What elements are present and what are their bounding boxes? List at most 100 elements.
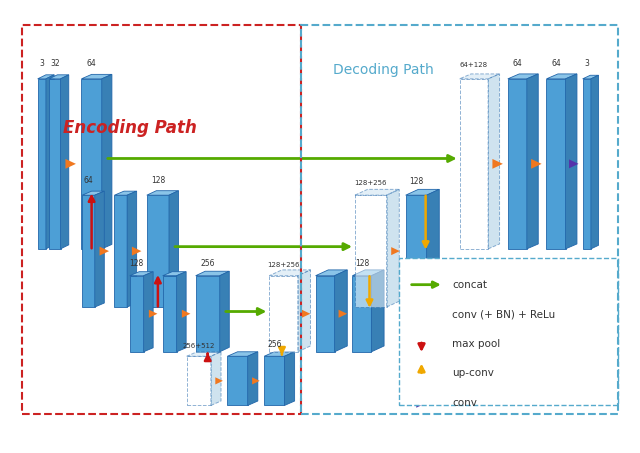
Polygon shape [163,272,186,276]
Polygon shape [591,75,598,249]
Polygon shape [95,191,104,307]
Text: conv (+ BN) + ReLu: conv (+ BN) + ReLu [452,309,556,319]
Polygon shape [149,310,157,318]
Polygon shape [298,270,310,352]
Polygon shape [416,309,428,319]
Polygon shape [163,276,177,352]
Polygon shape [182,310,191,318]
Text: 256: 256 [200,259,215,268]
Text: Encoding Path: Encoding Path [63,119,196,137]
Text: conv: conv [452,398,477,408]
Polygon shape [566,74,577,249]
Polygon shape [582,75,598,79]
Text: 128: 128 [409,177,423,186]
Text: Decoding Path: Decoding Path [333,63,434,77]
Polygon shape [82,195,95,307]
Polygon shape [316,270,348,276]
Polygon shape [81,74,112,79]
Polygon shape [177,272,186,352]
Polygon shape [215,377,223,385]
Polygon shape [547,74,577,79]
Polygon shape [353,276,371,352]
Polygon shape [335,270,348,352]
Polygon shape [569,159,579,169]
Polygon shape [460,79,488,249]
Text: 64: 64 [551,58,561,67]
Text: up-conv: up-conv [452,368,494,378]
Polygon shape [269,276,298,352]
Polygon shape [252,377,260,385]
FancyBboxPatch shape [399,258,618,405]
Polygon shape [196,276,220,352]
Polygon shape [46,75,54,249]
Polygon shape [130,272,153,276]
Polygon shape [355,189,399,195]
Polygon shape [406,195,427,307]
Polygon shape [355,195,387,307]
Polygon shape [100,246,109,255]
Polygon shape [284,352,294,405]
Polygon shape [508,79,527,249]
Polygon shape [196,271,229,276]
Polygon shape [102,74,112,249]
Text: 3: 3 [39,58,44,67]
Polygon shape [227,352,258,356]
Polygon shape [248,352,258,405]
Polygon shape [316,276,335,352]
Polygon shape [227,356,248,405]
Polygon shape [488,74,500,249]
Polygon shape [416,398,427,408]
Polygon shape [115,195,127,307]
Text: 64: 64 [513,58,522,67]
Polygon shape [169,191,179,307]
Polygon shape [527,74,538,249]
Polygon shape [371,270,384,352]
Polygon shape [220,271,229,352]
Polygon shape [65,159,76,169]
Polygon shape [127,191,137,307]
Polygon shape [264,352,294,356]
Polygon shape [391,247,400,255]
Polygon shape [49,75,68,79]
Polygon shape [460,74,500,79]
Text: concat: concat [452,280,487,289]
Text: 64: 64 [84,176,93,185]
Text: 32: 32 [50,58,60,67]
Polygon shape [61,75,68,249]
Text: 256+512: 256+512 [182,343,215,349]
Polygon shape [264,356,284,405]
Polygon shape [115,191,137,195]
Polygon shape [187,356,211,405]
Polygon shape [531,159,541,169]
Polygon shape [147,191,179,195]
Text: 64+128: 64+128 [460,62,488,67]
Polygon shape [387,189,399,307]
Polygon shape [406,189,439,195]
Text: 64: 64 [87,58,97,67]
Polygon shape [82,191,104,195]
Polygon shape [81,79,102,249]
Polygon shape [211,352,221,405]
Polygon shape [339,310,347,318]
Text: 128+256: 128+256 [268,262,300,268]
Polygon shape [508,74,538,79]
Polygon shape [492,159,503,169]
Polygon shape [187,352,221,356]
Text: 256: 256 [267,340,282,349]
Polygon shape [143,272,153,352]
Text: 3: 3 [584,58,589,67]
Polygon shape [38,79,46,249]
Polygon shape [130,276,143,352]
Text: 128: 128 [151,176,165,185]
Text: max pool: max pool [452,339,500,349]
Polygon shape [427,189,439,307]
Polygon shape [132,246,141,255]
Polygon shape [301,310,310,318]
Polygon shape [582,79,591,249]
Text: 128: 128 [129,259,144,268]
Polygon shape [269,270,310,276]
Text: 128: 128 [355,259,369,268]
Text: 128+256: 128+256 [355,180,387,186]
Polygon shape [547,79,566,249]
Polygon shape [353,270,384,276]
